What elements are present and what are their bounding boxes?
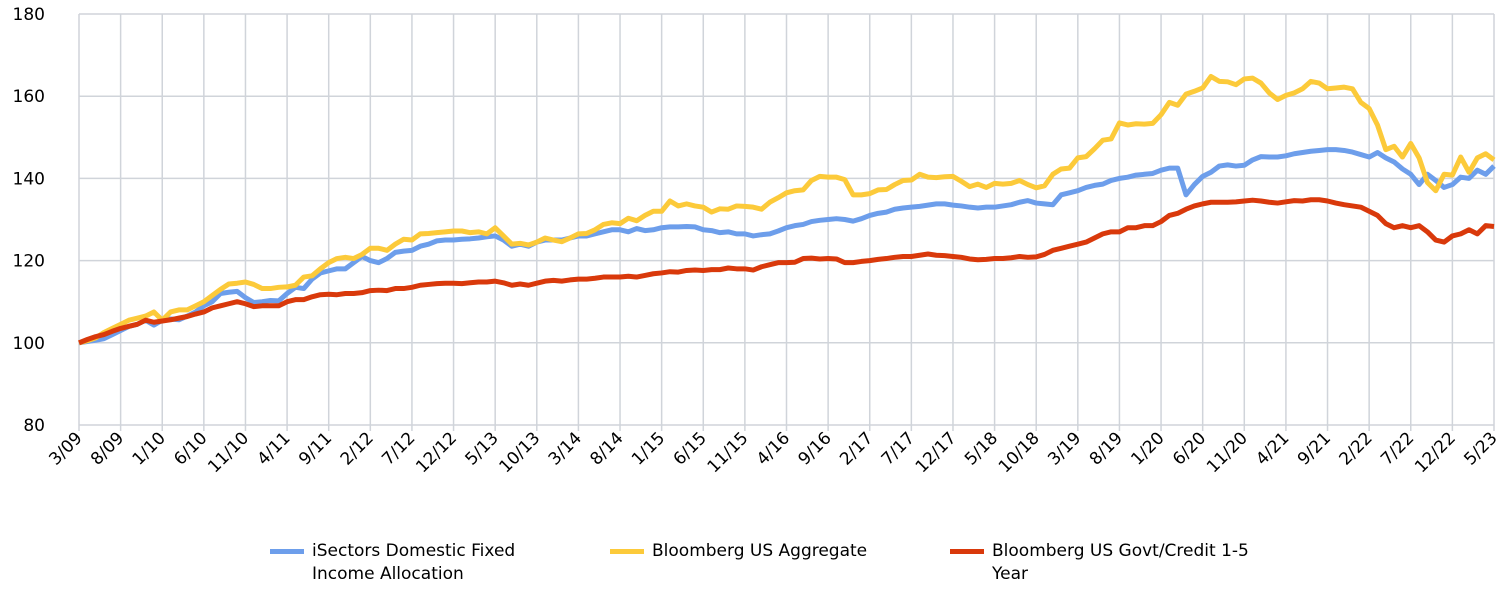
legend-item: iSectors Domestic Fixed Income Allocatio… <box>270 540 610 586</box>
x-tick-label: 8/19 <box>1086 428 1127 469</box>
x-tick-label: 11/10 <box>204 428 253 477</box>
x-tick-label: 11/20 <box>1203 428 1252 477</box>
x-tick-label: 11/15 <box>704 428 753 477</box>
x-tick-label: 12/17 <box>912 428 961 477</box>
y-tick-label: 140 <box>13 169 45 189</box>
x-tick-label: 2/12 <box>337 428 378 469</box>
x-tick-label: 2/17 <box>836 428 877 469</box>
x-tick-label: 8/09 <box>87 428 128 469</box>
legend-label: Bloomberg US Govt/Credit 1-5 Year <box>992 541 1249 584</box>
x-tick-label: 9/11 <box>295 428 336 469</box>
x-tick-label: 1/15 <box>628 428 669 469</box>
x-tick-label: 12/22 <box>1411 428 1460 477</box>
legend-swatch <box>610 549 644 554</box>
x-tick-label: 1/20 <box>1127 428 1168 469</box>
x-tick-label: 12/12 <box>412 428 461 477</box>
legend-item: Bloomberg US Aggregate <box>610 540 950 586</box>
legend: iSectors Domestic Fixed Income Allocatio… <box>270 540 1290 586</box>
x-tick-label: 3/14 <box>545 428 586 469</box>
legend-label: Bloomberg US Aggregate <box>652 541 868 561</box>
x-tick-label: 3/19 <box>1044 428 1085 469</box>
legend-item: Bloomberg US Govt/Credit 1-5 Year <box>950 540 1290 586</box>
x-tick-label: 10/18 <box>995 428 1044 477</box>
series-line <box>78 73 1496 346</box>
x-tick-label: 9/16 <box>795 428 836 469</box>
y-tick-label: 100 <box>13 334 45 354</box>
x-tick-label: 2/22 <box>1336 428 1377 469</box>
x-tick-label: 4/16 <box>753 428 794 469</box>
x-tick-label: 1/10 <box>129 428 170 469</box>
legend-label: iSectors Domestic Fixed Income Allocatio… <box>312 541 516 584</box>
x-tick-label: 3/09 <box>45 428 86 469</box>
y-tick-label: 80 <box>23 416 45 436</box>
y-tick-label: 160 <box>13 87 45 107</box>
series-line <box>78 147 1496 346</box>
legend-swatch <box>270 549 304 554</box>
series-line <box>78 197 1495 346</box>
y-tick-label: 180 <box>13 5 45 25</box>
legend-swatch <box>950 549 984 554</box>
y-tick-label: 120 <box>13 252 45 272</box>
x-tick-label: 4/11 <box>253 428 294 469</box>
x-tick-label: 5/23 <box>1460 428 1496 469</box>
x-tick-label: 4/21 <box>1252 428 1293 469</box>
x-tick-label: 8/14 <box>586 428 627 469</box>
x-tick-label: 9/21 <box>1294 428 1335 469</box>
x-tick-label: 10/13 <box>496 428 545 477</box>
